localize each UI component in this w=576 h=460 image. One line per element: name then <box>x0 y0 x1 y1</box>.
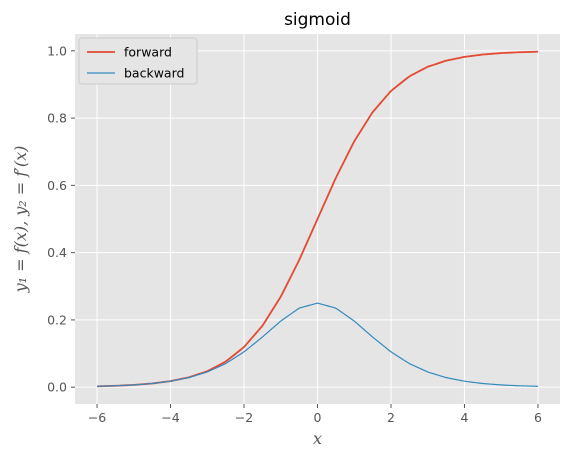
grid <box>75 34 560 404</box>
legend-label-forward: forward <box>124 45 172 60</box>
x-axis-label: x <box>313 429 322 448</box>
ticks: −6 −4 −2 0 2 4 6 0.0 0.2 0.4 0.6 0.8 1.0 <box>47 43 542 425</box>
x-tick-label: −4 <box>161 410 179 425</box>
series-lines <box>97 50 538 388</box>
legend-label-backward: backward <box>124 66 184 81</box>
y-axis-label: y₁ = f(x), y₂ = f′(x) <box>11 146 30 294</box>
y-tick-label: 0.6 <box>47 178 67 193</box>
y-tick-label: 0.0 <box>47 380 67 395</box>
x-tick-label: 6 <box>534 410 542 425</box>
series-line-backward <box>97 302 538 387</box>
x-tick-label: 2 <box>387 410 395 425</box>
y-tick-label: 0.4 <box>47 245 67 260</box>
x-tick-label: −2 <box>235 410 253 425</box>
y-tick-label: 1.0 <box>47 43 67 58</box>
x-tick-label: 4 <box>460 410 468 425</box>
x-tick-label: −6 <box>88 410 106 425</box>
legend: forward backward <box>78 37 198 85</box>
y-tick-label: 0.8 <box>47 111 67 126</box>
y-tick-label: 0.2 <box>47 312 67 327</box>
x-tick-label: 0 <box>314 410 322 425</box>
chart-title: sigmoid <box>284 10 351 30</box>
